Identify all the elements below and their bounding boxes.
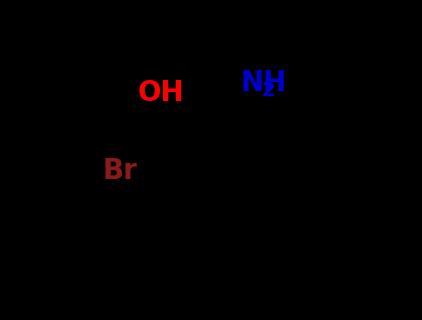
Text: OH: OH: [138, 79, 184, 107]
Text: 2: 2: [262, 81, 276, 100]
Text: NH: NH: [241, 69, 287, 97]
Text: Br: Br: [103, 157, 138, 186]
